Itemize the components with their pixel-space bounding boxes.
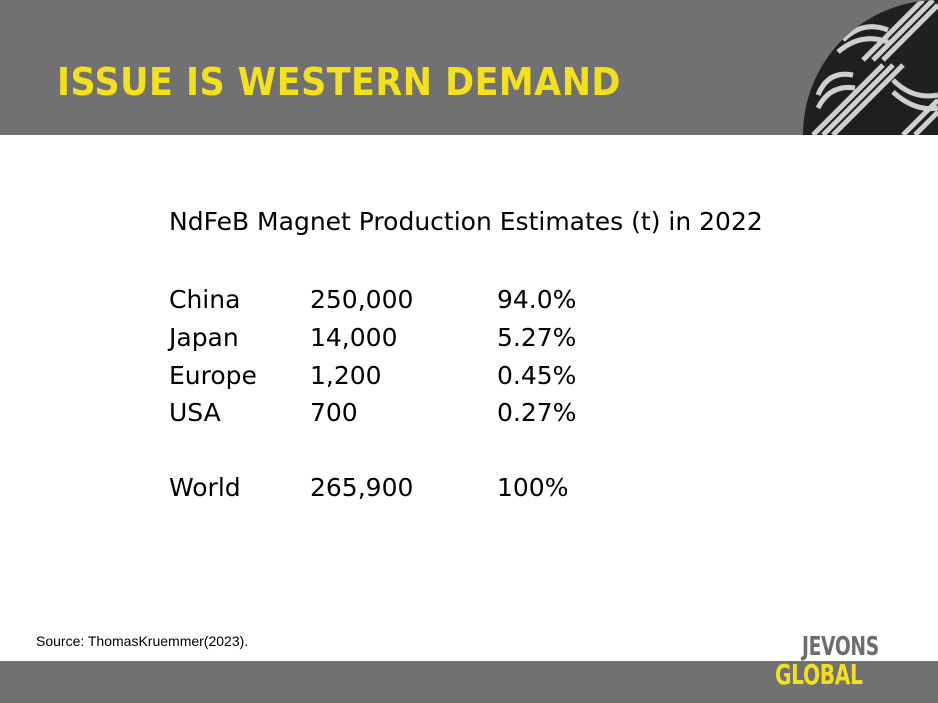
total-tonnes-cell: 265,900 [310,473,414,502]
tonnes-cell: 700 [310,398,358,427]
source-citation: Source: ThomasKruemmer(2023). [36,633,249,649]
logo-line1: JEVONS [802,632,879,662]
region-cell: Europe [169,361,257,390]
jevons-global-logo: JEVONS GLOBAL [772,632,892,692]
total-region-cell: World [169,473,241,502]
total-share-cell: 100% [497,473,569,502]
table-heading: NdFeB Magnet Production Estimates (t) in… [169,207,763,236]
share-cell: 94.0% [497,285,577,314]
region-cell: Japan [169,323,239,352]
tonnes-cell: 1,200 [310,361,382,390]
footer-bar [0,661,938,703]
decorative-pattern [803,0,938,135]
region-cell: USA [169,398,221,427]
slide-title: ISSUE IS WESTERN DEMAND [57,60,621,104]
share-cell: 0.27% [497,398,577,427]
region-cell: China [169,285,241,314]
share-cell: 5.27% [497,323,577,352]
share-cell: 0.45% [497,361,577,390]
tonnes-cell: 14,000 [310,323,398,352]
header-bar: ISSUE IS WESTERN DEMAND [0,0,938,135]
tonnes-cell: 250,000 [310,285,414,314]
logo-line2: GLOBAL [775,658,863,691]
